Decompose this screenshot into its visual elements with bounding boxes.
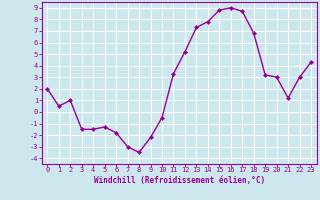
X-axis label: Windchill (Refroidissement éolien,°C): Windchill (Refroidissement éolien,°C): [94, 176, 265, 185]
